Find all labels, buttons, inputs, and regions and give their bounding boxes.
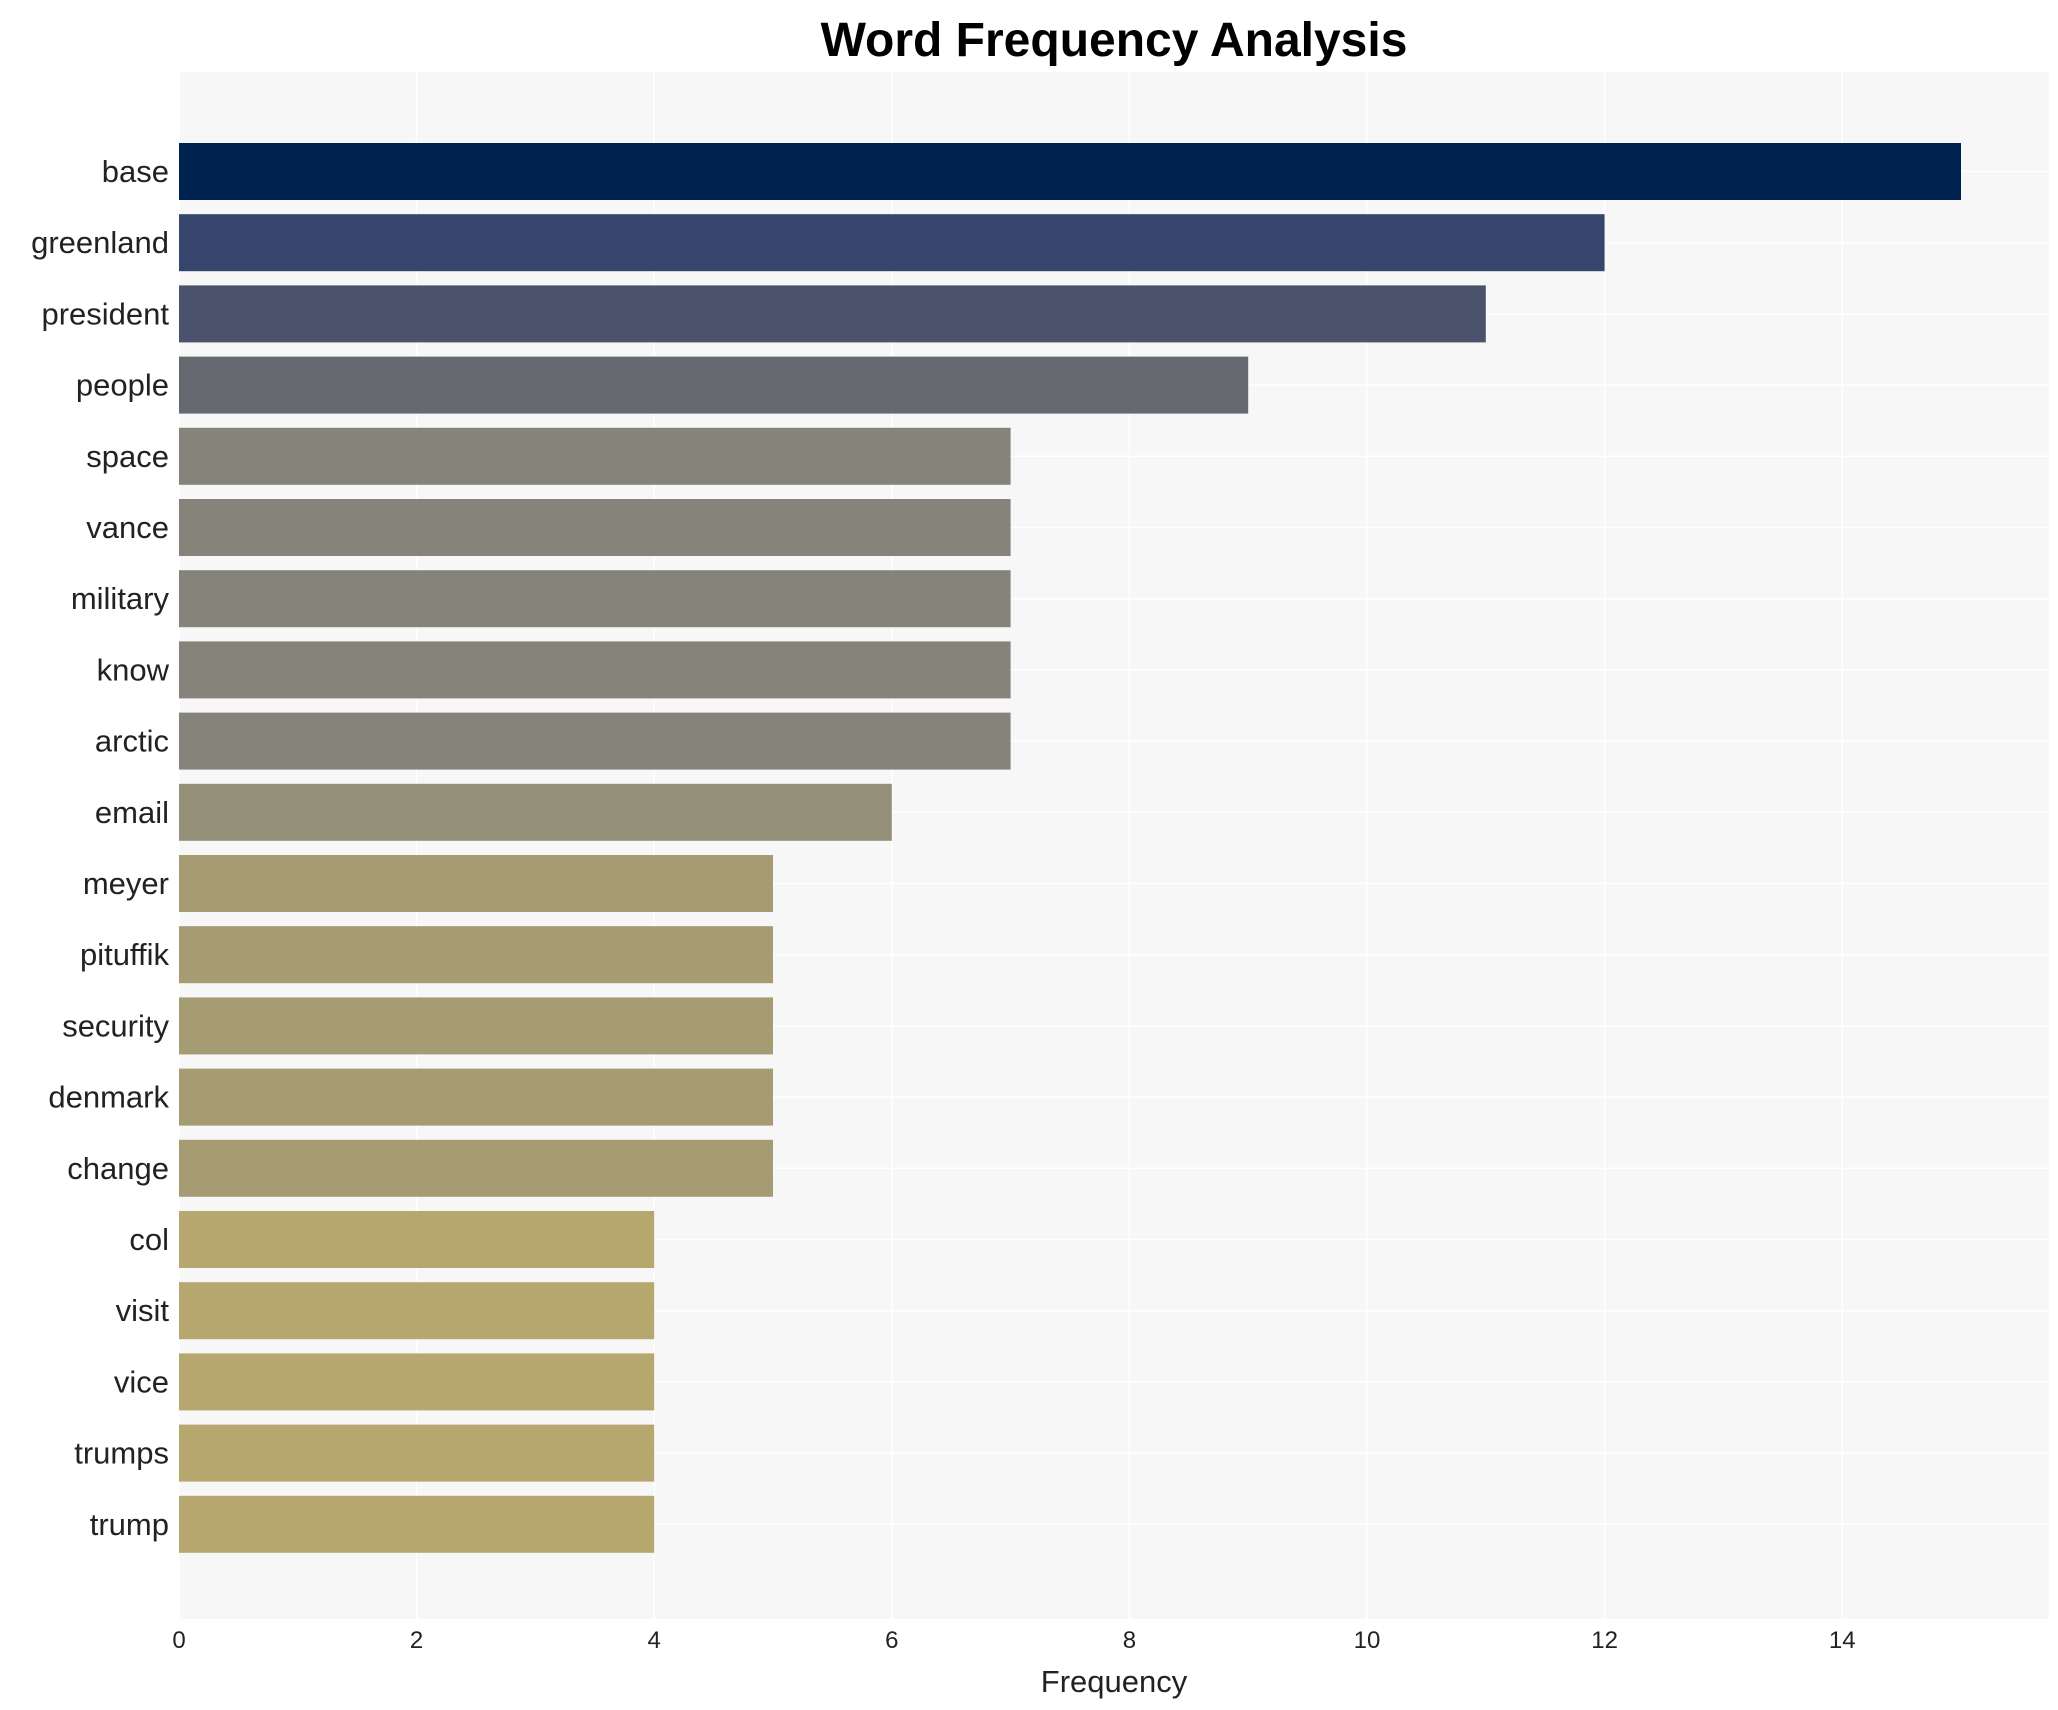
- y-tick-label: pituffik: [80, 937, 170, 972]
- bar-president: [179, 285, 1486, 343]
- bar-denmark: [179, 1068, 773, 1126]
- y-tick-label: meyer: [83, 866, 169, 901]
- x-tick-labels: 0 2 4 6 8 10 12 14: [172, 1627, 1855, 1654]
- bar-base: [179, 143, 1961, 200]
- bar-visit: [179, 1282, 655, 1340]
- x-tick-label: 2: [410, 1627, 423, 1654]
- bar-people: [179, 356, 1249, 414]
- y-tick-label: col: [129, 1222, 169, 1257]
- y-tick-label: trump: [90, 1507, 169, 1542]
- x-tick-label: 12: [1591, 1627, 1618, 1654]
- bar-trump: [179, 1495, 655, 1553]
- y-tick-label: base: [102, 154, 169, 189]
- x-tick-label: 14: [1829, 1627, 1856, 1654]
- bar-trumps: [179, 1424, 655, 1482]
- x-tick-label: 0: [172, 1627, 185, 1654]
- bar-meyer: [179, 855, 773, 912]
- bar-arctic: [179, 712, 1011, 770]
- x-axis-label: Frequency: [1041, 1664, 1188, 1699]
- y-tick-label: president: [41, 296, 169, 331]
- bar-space: [179, 427, 1011, 485]
- bar-vance: [179, 499, 1011, 556]
- bar-know: [179, 641, 1011, 699]
- y-tick-label: visit: [116, 1293, 170, 1328]
- y-tick-label: arctic: [95, 724, 169, 759]
- x-tick-label: 4: [648, 1627, 661, 1654]
- bar-pituffik: [179, 926, 773, 984]
- y-tick-label: email: [95, 795, 169, 830]
- y-tick-labels: base greenland president people space vance mi…: [31, 154, 170, 1542]
- bar-col: [179, 1211, 655, 1268]
- y-tick-label: trumps: [74, 1436, 169, 1471]
- y-tick-label: vice: [114, 1364, 169, 1399]
- x-tick-label: 8: [1123, 1627, 1136, 1654]
- bar-vice: [179, 1353, 655, 1411]
- y-tick-label: security: [62, 1008, 169, 1043]
- bar-change: [179, 1139, 773, 1197]
- bar-email: [179, 783, 892, 841]
- y-tick-label: denmark: [48, 1080, 169, 1115]
- x-tick-label: 6: [885, 1627, 898, 1654]
- y-tick-label: space: [86, 439, 169, 474]
- y-tick-label: people: [76, 368, 169, 403]
- y-tick-label: military: [71, 581, 170, 616]
- y-tick-label: greenland: [31, 225, 169, 260]
- x-tick-label: 10: [1354, 1627, 1381, 1654]
- y-tick-label: change: [67, 1151, 169, 1186]
- bar-security: [179, 997, 773, 1055]
- bars: [179, 143, 1961, 1553]
- y-tick-label: know: [97, 652, 170, 687]
- bar-greenland: [179, 214, 1605, 272]
- bar-military: [179, 570, 1011, 628]
- y-tick-label: vance: [86, 510, 169, 545]
- chart-title: Word Frequency Analysis: [821, 14, 1408, 67]
